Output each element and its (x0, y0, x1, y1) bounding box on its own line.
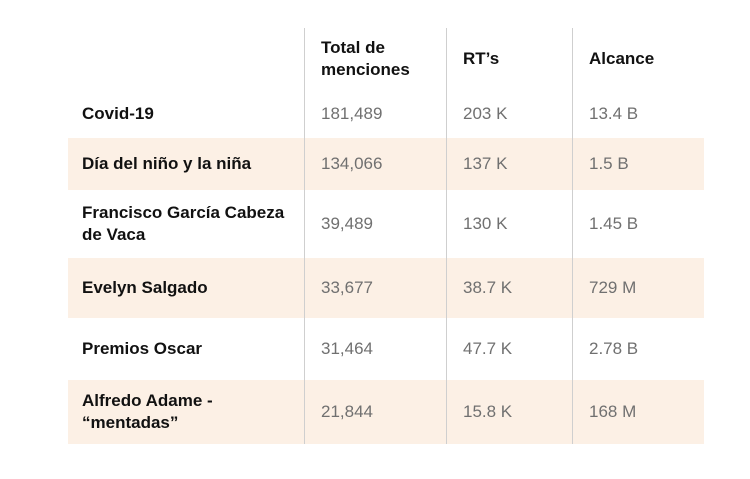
row-reach: 2.78 B (572, 318, 704, 380)
row-reach: 729 M (572, 258, 704, 318)
row-rts: 15.8 K (446, 380, 572, 444)
row-reach: 13.4 B (572, 90, 704, 138)
header-rts: RT’s (446, 28, 572, 90)
row-rts: 130 K (446, 190, 572, 258)
row-rts: 38.7 K (446, 258, 572, 318)
table-grid: Total de menciones RT’s Alcance Covid-19… (68, 28, 704, 444)
header-corner (68, 28, 304, 90)
row-rts: 137 K (446, 138, 572, 190)
row-mentions: 134,066 (304, 138, 446, 190)
row-reach: 168 M (572, 380, 704, 444)
row-name: Premios Oscar (82, 339, 203, 358)
row-mentions: 33,677 (304, 258, 446, 318)
row-name: Evelyn Salgado (68, 258, 304, 318)
header-total-menciones: Total de menciones (304, 28, 446, 90)
row-name: Día del niño y la niña (68, 138, 304, 190)
row-mentions: 39,489 (304, 190, 446, 258)
row-mentions: 31,464 (304, 318, 446, 380)
row-rts: 203 K (446, 90, 572, 138)
header-alcance: Alcance (572, 28, 704, 90)
row-reach: 1.5 B (572, 138, 704, 190)
row-reach: 1.45 B (572, 190, 704, 258)
row-name: Francisco García Cabeza de Vaca (82, 203, 285, 244)
row-name: Alfredo Adame - “mentadas” (68, 380, 304, 444)
row-mentions: 21,844 (304, 380, 446, 444)
row-mentions: 181,489 (304, 90, 446, 138)
row-name: Covid-19 (82, 104, 154, 123)
mentions-table: Total de menciones RT’s Alcance Covid-19… (68, 28, 704, 444)
row-rts: 47.7 K (446, 318, 572, 380)
